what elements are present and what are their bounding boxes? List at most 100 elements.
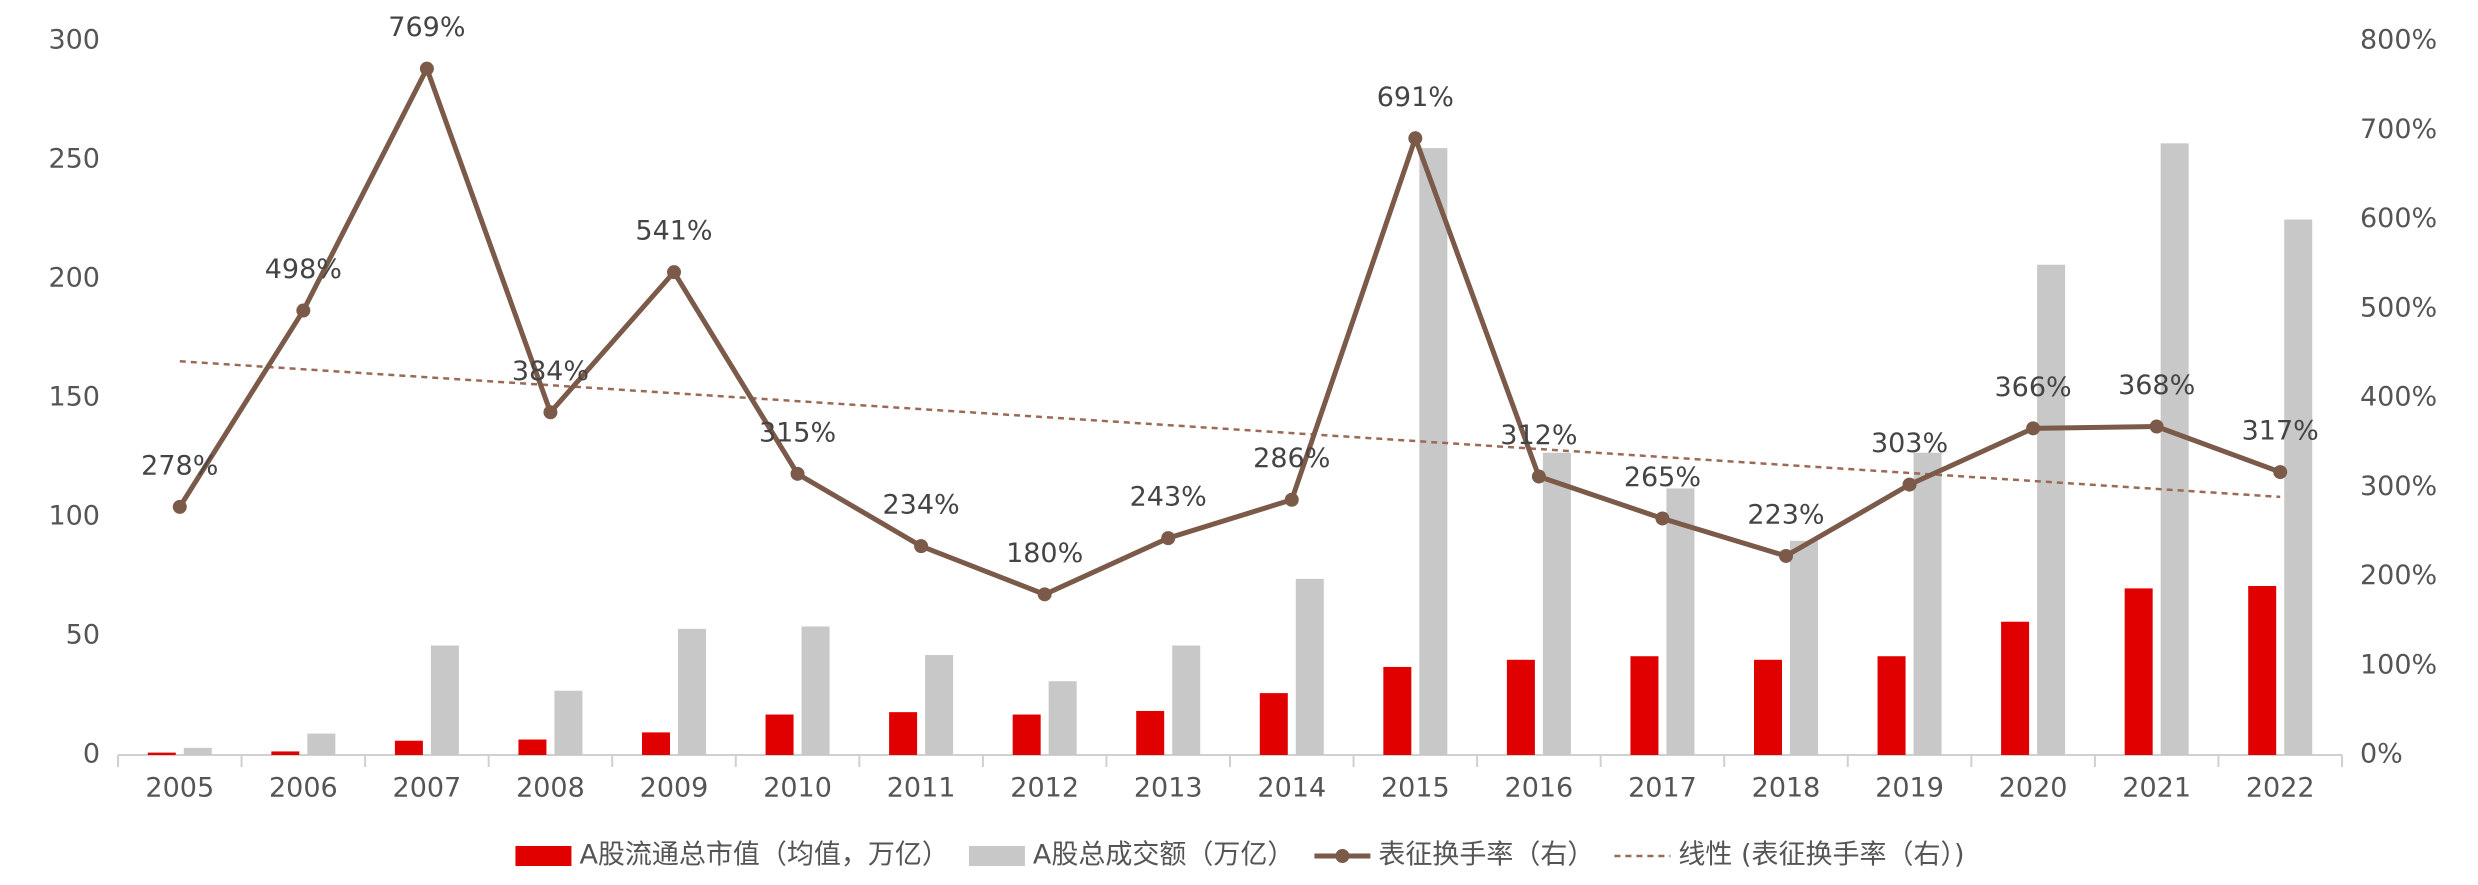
data-label: 223% (1747, 499, 1824, 530)
point (543, 405, 558, 420)
bar (1630, 656, 1659, 755)
bar (394, 740, 423, 755)
x-tick-label: 2014 (1257, 773, 1326, 804)
legend-label: A股流通总市值（均值，万亿） (579, 840, 948, 871)
point (790, 466, 805, 481)
data-label: 234% (883, 490, 960, 521)
x-tick-label: 2009 (640, 773, 709, 804)
legend-swatch (515, 846, 572, 866)
bar (2160, 143, 2189, 756)
legend-swatch (1335, 849, 1350, 863)
bar (1542, 452, 1571, 755)
bar (183, 747, 212, 755)
bar (765, 714, 794, 755)
bar (1383, 666, 1412, 755)
bar (1259, 693, 1288, 755)
point (419, 61, 434, 76)
data-label: 312% (1500, 420, 1577, 451)
x-tick-label: 2019 (1875, 773, 1944, 804)
data-label: 286% (1253, 443, 1330, 474)
point (296, 303, 311, 318)
data-label: 498% (265, 254, 342, 285)
x-tick-label: 2006 (269, 773, 338, 804)
point (1655, 511, 1670, 526)
x-tick-label: 2017 (1628, 773, 1697, 804)
y-tick-label: 250 (48, 144, 100, 175)
x-tick-label: 2010 (763, 773, 832, 804)
bar (518, 739, 547, 755)
bar (1012, 714, 1041, 755)
x-tick-label: 2021 (2122, 773, 2191, 804)
legend-swatch (968, 846, 1025, 866)
data-label: 265% (1624, 462, 1701, 493)
data-label: 303% (1871, 428, 1948, 459)
bar (1048, 681, 1077, 755)
y-tick-label: 150 (48, 382, 100, 413)
data-label: 278% (141, 450, 218, 481)
y-tick-label: 100 (48, 501, 100, 532)
y2-tick-label: 400% (2360, 382, 2437, 413)
bar (1136, 710, 1165, 755)
data-label: 317% (2242, 416, 2319, 447)
point (172, 499, 187, 514)
bar (801, 626, 830, 755)
y2-tick-label: 500% (2360, 292, 2437, 323)
x-tick-label: 2008 (516, 773, 585, 804)
legend-label: 表征换手率（右） (1378, 840, 1594, 871)
bar (925, 655, 954, 755)
point (1161, 531, 1176, 546)
y2-tick-label: 700% (2360, 114, 2437, 145)
x-tick-label: 2022 (2246, 773, 2315, 804)
y2-tick-label: 0% (2360, 739, 2403, 770)
y-tick-label: 0 (83, 739, 100, 770)
bar (1877, 656, 1906, 755)
data-label: 243% (1130, 482, 1207, 513)
x-tick-label: 2012 (1010, 773, 1079, 804)
data-label: 541% (635, 216, 712, 247)
bar (1913, 452, 1942, 755)
x-tick-label: 2013 (1134, 773, 1203, 804)
point (1779, 548, 1793, 563)
data-label: 368% (2118, 370, 2195, 401)
bar (889, 712, 918, 755)
x-tick-label: 2015 (1381, 773, 1450, 804)
y2-tick-label: 100% (2360, 649, 2437, 680)
bar (554, 690, 583, 755)
y2-tick-label: 600% (2360, 203, 2437, 234)
data-label: 384% (512, 356, 589, 387)
bar (307, 733, 336, 755)
x-tick-label: 2007 (393, 773, 462, 804)
x-tick-label: 2018 (1752, 773, 1821, 804)
bar (1295, 578, 1324, 755)
data-label: 315% (759, 417, 836, 448)
data-label: 769% (388, 12, 465, 43)
bar (2248, 586, 2277, 755)
bar (678, 628, 706, 755)
data-label: 180% (1006, 538, 1083, 569)
x-tick-label: 2005 (145, 773, 214, 804)
legend-label: A股总成交额（万亿） (1033, 840, 1294, 871)
point (2026, 421, 2041, 436)
y-tick-label: 300 (48, 25, 100, 56)
data-label: 366% (1995, 372, 2072, 403)
data-label: 691% (1377, 82, 1454, 113)
point (1408, 131, 1423, 146)
bar (1790, 540, 1818, 755)
point (1531, 469, 1546, 484)
bar (1666, 488, 1695, 755)
bar (147, 752, 176, 755)
bar (2284, 219, 2313, 755)
point (914, 539, 929, 554)
bar (2037, 264, 2066, 755)
bar (1172, 645, 1201, 755)
bar (1419, 148, 1448, 756)
point (667, 265, 681, 280)
y2-tick-label: 300% (2360, 471, 2437, 502)
y2-tick-label: 800% (2360, 25, 2437, 56)
y-tick-label: 200 (48, 263, 100, 294)
x-tick-label: 2011 (887, 773, 956, 804)
x-tick-label: 2016 (1505, 773, 1574, 804)
legend-label: 线性 (表征换手率（右）) (1678, 840, 1964, 871)
bar (2124, 588, 2153, 755)
x-tick-label: 2020 (1999, 773, 2068, 804)
